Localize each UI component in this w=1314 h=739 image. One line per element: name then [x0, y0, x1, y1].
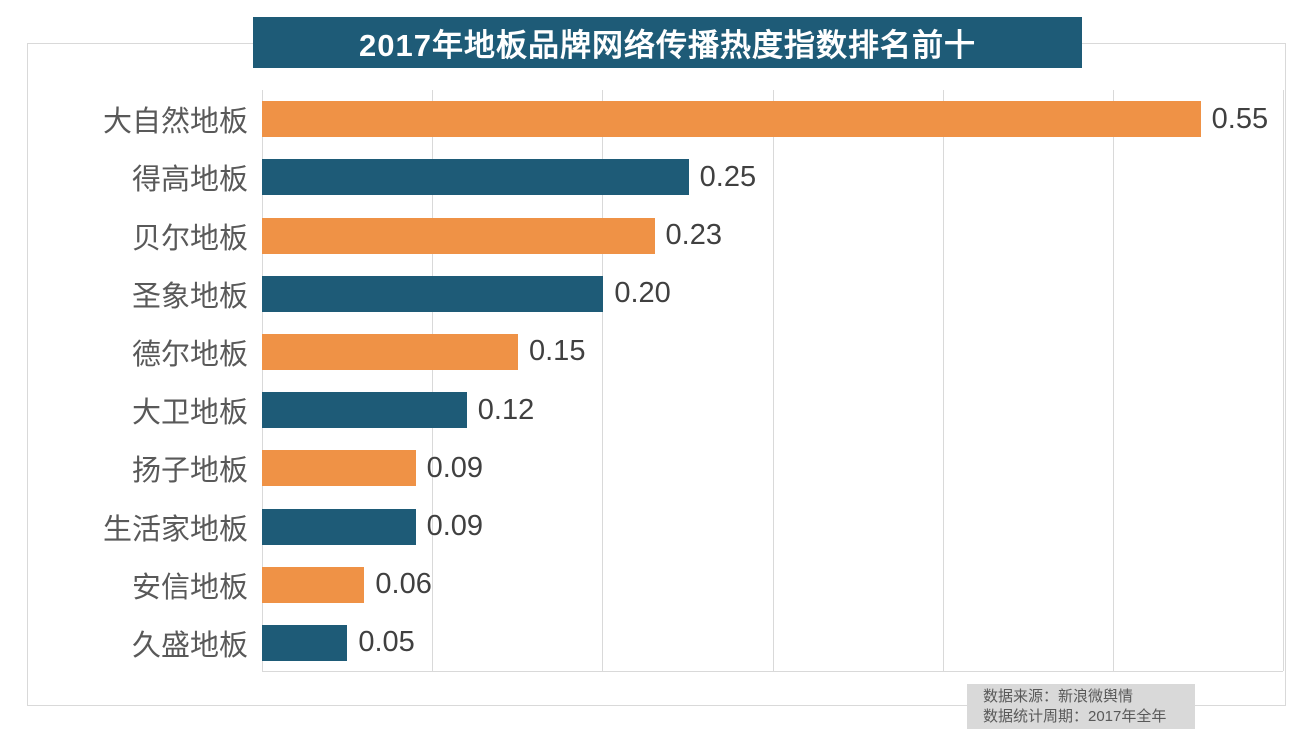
category-label: 安信地板: [131, 571, 248, 604]
category-label: 圣象地板: [131, 280, 248, 313]
gridline: [602, 90, 604, 671]
value-label: 0.23: [665, 219, 722, 251]
chart-row: 贝尔地板 0.23: [28, 206, 1286, 264]
bar: [262, 508, 416, 545]
value-label: 0.55: [1211, 102, 1269, 135]
category-label: 久盛地板: [131, 629, 248, 662]
chart-row: 圣象地板 0.20: [28, 265, 1286, 323]
bar: [262, 101, 1201, 138]
bar: [262, 333, 518, 370]
gridline: [942, 90, 944, 671]
bar: [262, 275, 604, 312]
gridline: [432, 90, 434, 671]
bar-track: 0.05: [262, 624, 1286, 661]
bar-track: 0.15: [262, 333, 1286, 370]
bar-track: 0.23: [262, 217, 1286, 254]
source-line: 数据来源：新浪微舆情: [983, 688, 1134, 705]
chart-row: 久盛地板 0.05: [28, 614, 1286, 672]
bar: [262, 566, 365, 603]
gridline: [262, 90, 263, 671]
value-label: 0.06: [375, 568, 432, 601]
chart-row: 德尔地板 0.15: [28, 323, 1286, 381]
category-label: 贝尔地板: [131, 222, 248, 255]
source-note: 数据来源：新浪微舆情 数据统计周期：2017年全年: [967, 684, 1195, 729]
category-label: 扬子地板: [131, 455, 248, 488]
chart-title: 2017年地板品牌网络传播热度指数排名前十: [359, 28, 976, 63]
chart-row: 安信地板 0.06: [28, 556, 1286, 614]
gridline: [1283, 90, 1284, 671]
chart-row: 大自然地板 0.55: [28, 90, 1286, 148]
chart-row: 大卫地板 0.12: [28, 381, 1286, 439]
bar: [262, 624, 348, 661]
bar-track: 0.09: [262, 450, 1286, 487]
bar: [262, 159, 689, 196]
chart-row: 得高地板 0.25: [28, 148, 1286, 206]
gridlines-layer: [262, 90, 1284, 672]
bar-track: 0.20: [262, 275, 1286, 312]
value-label: 0.15: [529, 335, 586, 368]
category-label: 生活家地板: [102, 513, 248, 546]
gridline: [1112, 90, 1114, 671]
category-label: 大卫地板: [131, 397, 248, 430]
chart-title-banner: 2017年地板品牌网络传播热度指数排名前十: [253, 17, 1082, 68]
value-label: 0.20: [614, 277, 671, 310]
bar-track: 0.09: [262, 508, 1286, 545]
chart-frame: [27, 43, 1286, 706]
bar-track: 0.55: [262, 101, 1286, 138]
value-label: 0.09: [426, 451, 484, 484]
category-label: 德尔地板: [131, 338, 248, 371]
bar-track: 0.06: [262, 566, 1286, 603]
bar-track: 0.25: [262, 159, 1286, 196]
chart-row: 生活家地板 0.09: [28, 497, 1286, 555]
category-label: 得高地板: [131, 164, 248, 197]
chart-row: 扬子地板 0.09: [28, 439, 1286, 497]
value-label: 0.05: [358, 626, 415, 659]
value-label: 0.25: [699, 160, 757, 193]
value-label: 0.09: [426, 510, 484, 543]
bars-area: 大自然地板 0.55 得高地板 0.25 贝尔地板 0.23 圣象地板 0.20…: [28, 90, 1286, 672]
bar: [262, 217, 655, 254]
category-label: 大自然地板: [102, 106, 248, 139]
bar: [262, 450, 416, 487]
bar: [262, 392, 467, 429]
value-label: 0.12: [477, 393, 535, 426]
gridline: [772, 90, 774, 671]
bar-track: 0.12: [262, 392, 1286, 429]
period-line: 数据统计周期：2017年全年: [983, 708, 1167, 725]
